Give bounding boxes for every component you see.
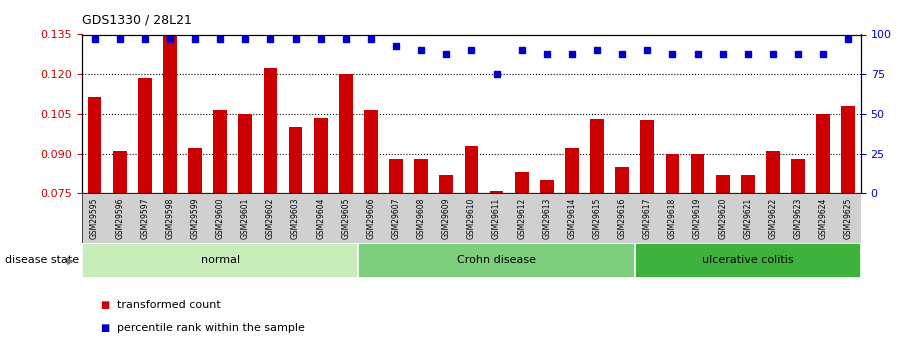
Bar bbox=[465, 146, 478, 193]
Text: disease state: disease state bbox=[5, 256, 78, 265]
Text: GSM29604: GSM29604 bbox=[316, 197, 325, 239]
Bar bbox=[138, 78, 152, 193]
Text: GSM29600: GSM29600 bbox=[216, 197, 225, 239]
Text: GSM29617: GSM29617 bbox=[643, 198, 652, 239]
Text: GSM29602: GSM29602 bbox=[266, 198, 275, 239]
Text: GSM29621: GSM29621 bbox=[743, 198, 752, 239]
Text: GSM29625: GSM29625 bbox=[844, 198, 853, 239]
Text: GSM29622: GSM29622 bbox=[769, 198, 777, 239]
Text: GSM29615: GSM29615 bbox=[592, 198, 601, 239]
Bar bbox=[842, 106, 855, 193]
Text: GSM29618: GSM29618 bbox=[668, 198, 677, 239]
Bar bbox=[439, 175, 454, 193]
Bar bbox=[489, 190, 504, 193]
Text: normal: normal bbox=[200, 256, 240, 265]
Text: GSM29607: GSM29607 bbox=[392, 197, 401, 239]
Text: GSM29609: GSM29609 bbox=[442, 197, 451, 239]
Bar bbox=[358, 243, 635, 278]
Bar bbox=[565, 148, 578, 193]
Bar bbox=[389, 159, 403, 193]
Bar bbox=[716, 175, 730, 193]
Bar bbox=[766, 151, 780, 193]
Bar bbox=[213, 110, 227, 193]
Text: ulcerative colitis: ulcerative colitis bbox=[702, 256, 793, 265]
Bar bbox=[163, 33, 177, 193]
Bar bbox=[263, 68, 277, 193]
Text: percentile rank within the sample: percentile rank within the sample bbox=[117, 323, 304, 333]
Bar bbox=[791, 159, 805, 193]
Text: GSM29614: GSM29614 bbox=[568, 198, 577, 239]
Bar bbox=[87, 97, 101, 193]
Text: GSM29613: GSM29613 bbox=[542, 198, 551, 239]
Text: GSM29620: GSM29620 bbox=[718, 198, 727, 239]
Bar bbox=[640, 120, 654, 193]
Text: Crohn disease: Crohn disease bbox=[457, 256, 536, 265]
Text: GSM29608: GSM29608 bbox=[416, 198, 425, 239]
Text: ■: ■ bbox=[100, 323, 109, 333]
Bar bbox=[189, 148, 202, 193]
Bar bbox=[540, 180, 554, 193]
Text: ■: ■ bbox=[100, 300, 109, 310]
Bar bbox=[339, 74, 353, 193]
Bar bbox=[741, 175, 754, 193]
Text: GSM29606: GSM29606 bbox=[366, 197, 375, 239]
Text: GSM29624: GSM29624 bbox=[819, 198, 828, 239]
Bar bbox=[239, 114, 252, 193]
Text: ▶: ▶ bbox=[67, 256, 74, 265]
Text: GDS1330 / 28L21: GDS1330 / 28L21 bbox=[82, 14, 192, 27]
Bar bbox=[615, 167, 630, 193]
Bar bbox=[313, 118, 328, 193]
Bar bbox=[113, 151, 127, 193]
Text: GSM29601: GSM29601 bbox=[241, 198, 250, 239]
Text: GSM29598: GSM29598 bbox=[166, 198, 174, 239]
Text: GSM29605: GSM29605 bbox=[342, 197, 351, 239]
Text: GSM29616: GSM29616 bbox=[618, 198, 627, 239]
Bar bbox=[635, 243, 861, 278]
Text: GSM29599: GSM29599 bbox=[190, 197, 200, 239]
Bar bbox=[289, 127, 302, 193]
Text: GSM29623: GSM29623 bbox=[793, 198, 803, 239]
Text: GSM29610: GSM29610 bbox=[467, 198, 476, 239]
Bar bbox=[590, 119, 604, 193]
Bar bbox=[691, 154, 704, 193]
Text: GSM29597: GSM29597 bbox=[140, 197, 149, 239]
Bar bbox=[364, 110, 378, 193]
Bar bbox=[666, 154, 680, 193]
Text: GSM29619: GSM29619 bbox=[693, 198, 702, 239]
Text: GSM29595: GSM29595 bbox=[90, 197, 99, 239]
Text: GSM29596: GSM29596 bbox=[115, 197, 124, 239]
Text: transformed count: transformed count bbox=[117, 300, 220, 310]
Text: GSM29611: GSM29611 bbox=[492, 198, 501, 239]
Bar bbox=[816, 114, 830, 193]
Bar bbox=[82, 243, 358, 278]
Text: GSM29612: GSM29612 bbox=[517, 198, 527, 239]
Text: GSM29603: GSM29603 bbox=[291, 197, 300, 239]
Bar bbox=[415, 159, 428, 193]
Bar bbox=[515, 172, 528, 193]
